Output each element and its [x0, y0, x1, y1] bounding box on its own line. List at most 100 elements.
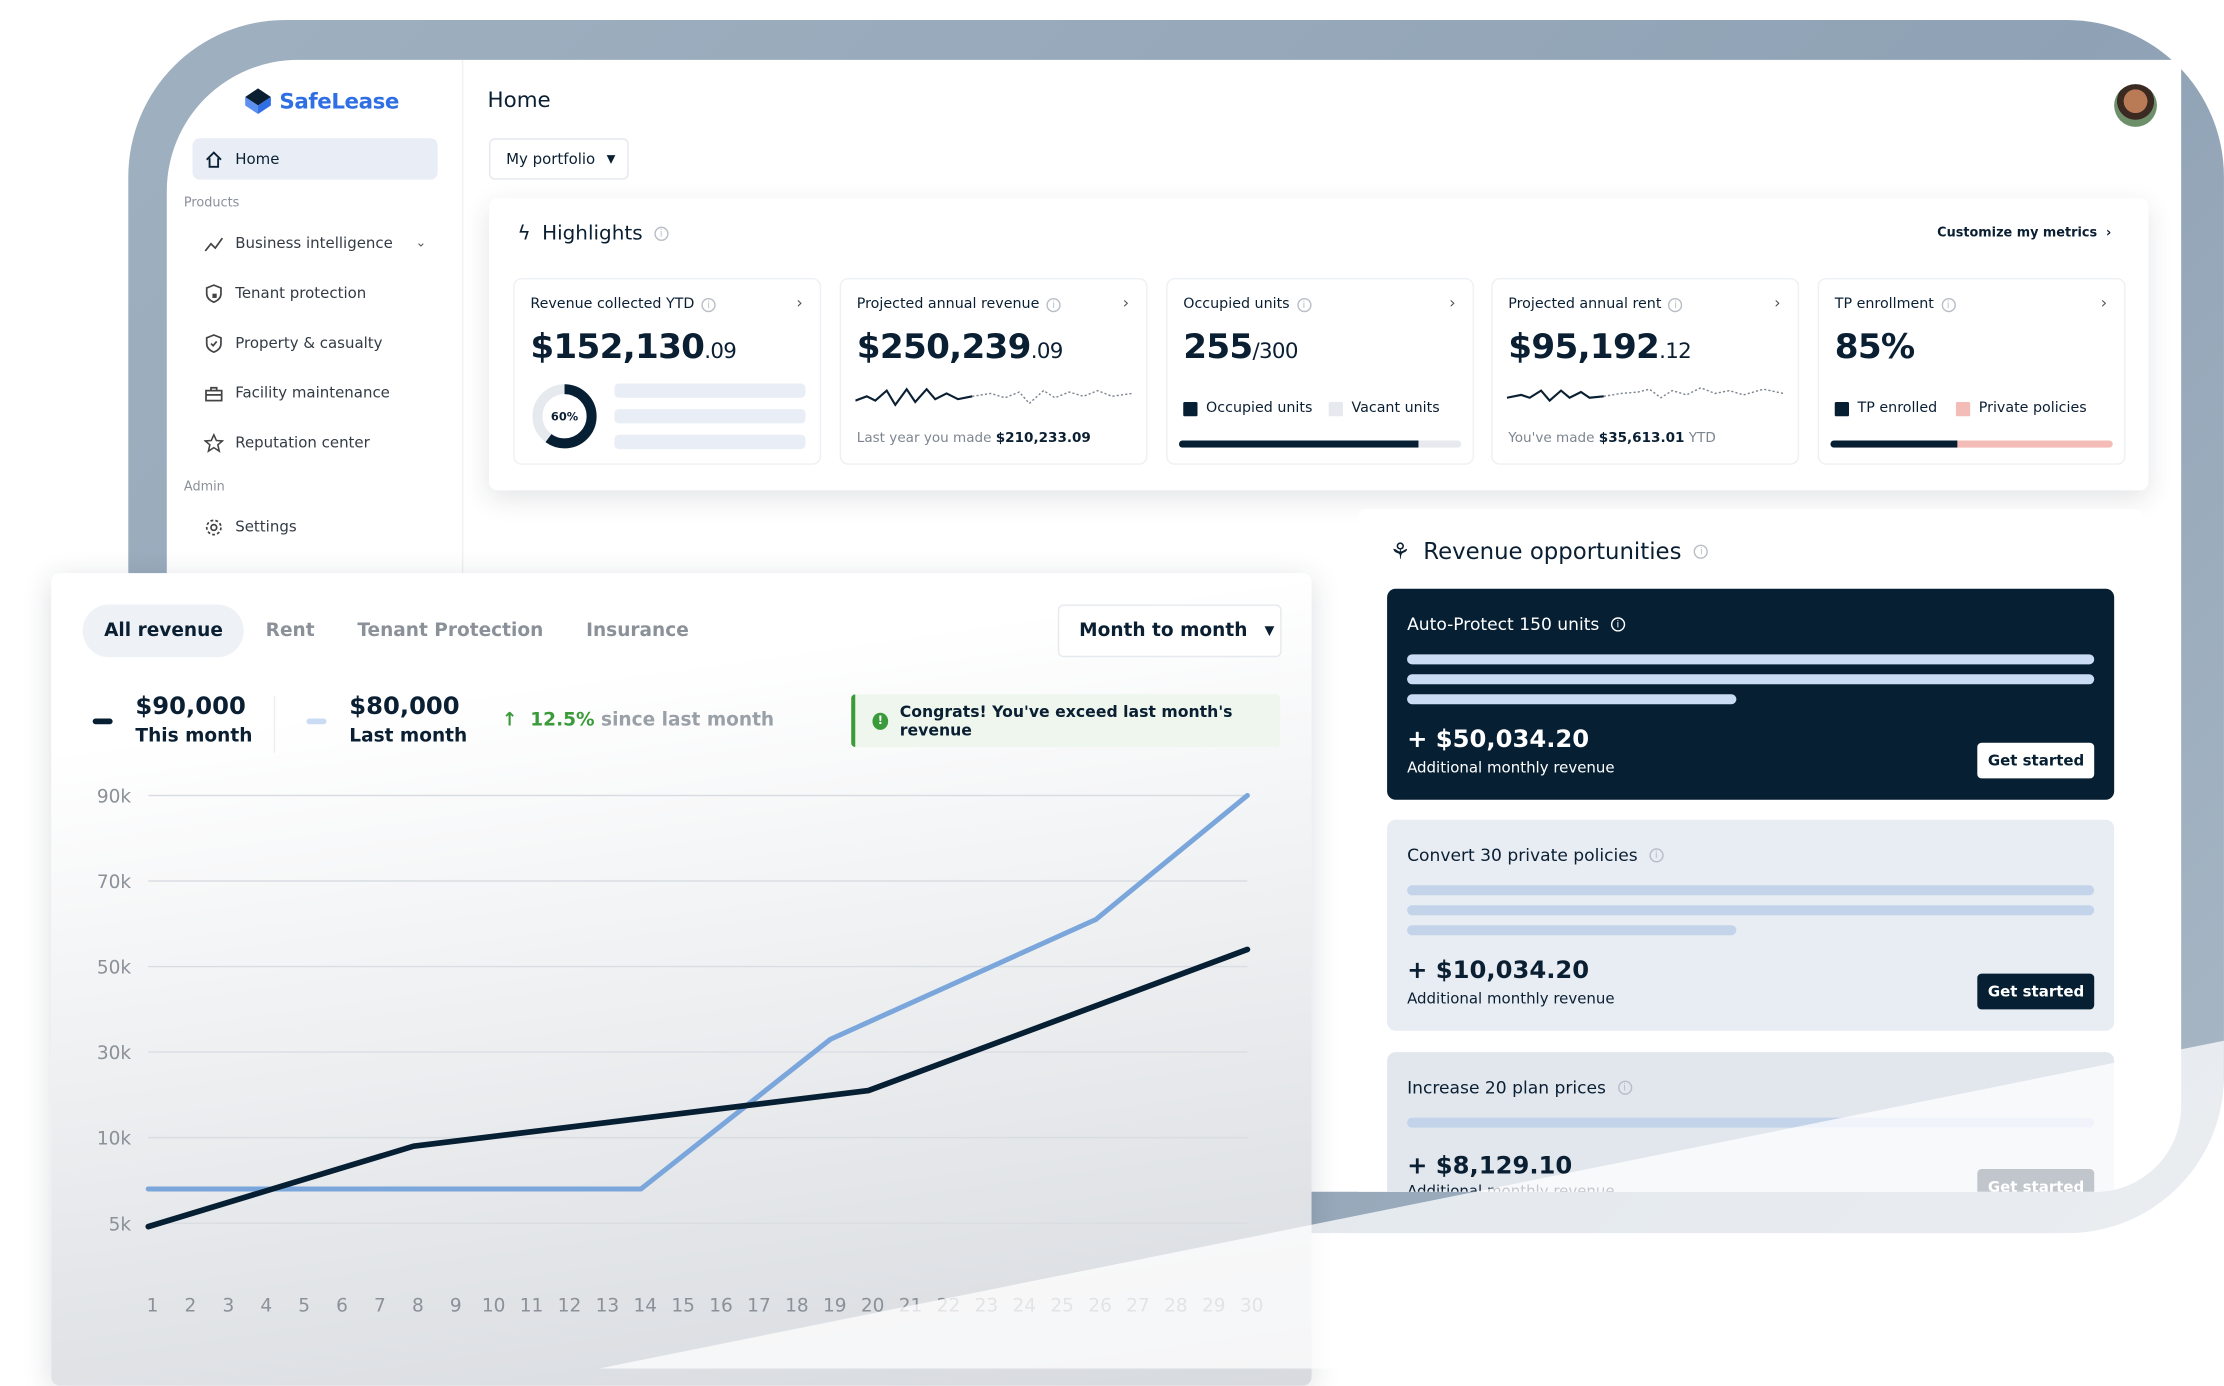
- opportunity-title: Convert 30 private policies: [1407, 845, 1638, 865]
- series-line-this_month: [148, 949, 1247, 1226]
- sparkline: [1507, 385, 1786, 411]
- x-tick-label: 15: [671, 1296, 695, 1317]
- enrollment-progress-bar: [1830, 441, 2112, 448]
- x-tick-label: 19: [823, 1296, 847, 1317]
- portfolio-dropdown[interactable]: My portfolio ▼: [489, 138, 629, 179]
- info-icon[interactable]: i: [1669, 297, 1683, 311]
- chevron-right-icon[interactable]: ›: [796, 294, 802, 313]
- sidebar-item-facility-maintenance[interactable]: Facility maintenance: [192, 372, 437, 413]
- products-section-label: Products: [184, 197, 239, 211]
- x-tick-label: 14: [633, 1296, 657, 1317]
- x-tick-label: 9: [450, 1296, 462, 1317]
- info-icon[interactable]: i: [1694, 544, 1708, 558]
- info-icon[interactable]: i: [654, 227, 668, 241]
- opportunity-amount: + $10,034.20: [1407, 957, 1589, 986]
- opportunity-desc: Additional monthly revenue: [1407, 991, 1615, 1008]
- x-tick-label: 23: [975, 1296, 999, 1317]
- logo[interactable]: SafeLease: [242, 86, 399, 117]
- info-icon[interactable]: i: [1941, 297, 1955, 311]
- info-icon[interactable]: i: [1297, 297, 1311, 311]
- metric-label: Occupied units: [1183, 297, 1289, 313]
- metric-value: $95,192.12: [1508, 326, 1691, 366]
- progress-fill: [1179, 441, 1419, 448]
- avatar[interactable]: [2114, 84, 2157, 127]
- x-tick-label: 5: [298, 1296, 310, 1317]
- chevron-down-icon[interactable]: ⌄: [415, 236, 426, 250]
- info-icon[interactable]: i: [702, 297, 716, 311]
- x-tick-label: 21: [899, 1296, 923, 1317]
- x-tick-label: 24: [1012, 1296, 1036, 1317]
- customize-metrics-link[interactable]: Customize my metrics ›: [1937, 227, 2111, 241]
- get-started-button[interactable]: Get started: [1978, 743, 2094, 779]
- metric-label: TP enrollment: [1835, 297, 1934, 313]
- sidebar-item-property-casualty[interactable]: Property & casualty: [192, 322, 437, 363]
- y-tick-label: 50k: [97, 958, 132, 979]
- metric-value: 85%: [1835, 326, 1915, 366]
- placeholder-bar: [1407, 905, 2094, 915]
- sidebar-item-settings[interactable]: Settings: [192, 506, 437, 547]
- placeholder-bar: [614, 383, 805, 397]
- info-icon[interactable]: i: [1611, 617, 1625, 631]
- chevron-right-icon[interactable]: ›: [2101, 294, 2107, 313]
- opportunity-amount: + $50,034.20: [1407, 726, 1589, 755]
- x-tick-label: 28: [1164, 1296, 1188, 1317]
- highlights-header: ϟ Highlights i: [517, 222, 668, 245]
- info-icon[interactable]: i: [1617, 1081, 1631, 1095]
- opportunity-desc: Additional monthly revenue: [1407, 760, 1615, 777]
- revenue-opportunities-panel: ⚘ Revenue opportunities i Auto-Protect 1…: [1359, 509, 2143, 1192]
- get-started-button[interactable]: Get started: [1978, 974, 2094, 1010]
- sidebar-item-label: Business intelligence: [235, 235, 393, 252]
- legend-item: Occupied units: [1183, 401, 1312, 417]
- chevron-right-icon[interactable]: ›: [1449, 294, 1455, 313]
- sidebar-item-home[interactable]: Home: [192, 138, 437, 179]
- placeholder-bar: [1407, 674, 2094, 684]
- occupancy-progress-bar: [1179, 441, 1461, 448]
- x-tick-label: 10: [482, 1296, 506, 1317]
- progress-fill: [1830, 441, 1957, 448]
- sidebar-item-business-intelligence[interactable]: Business intelligence ⌄: [192, 222, 437, 263]
- donut-chart: 60%: [530, 382, 598, 450]
- x-tick-label: 18: [785, 1296, 809, 1317]
- y-tick-label: 70k: [97, 872, 132, 893]
- lightning-icon: ϟ: [517, 222, 530, 245]
- x-tick-label: 7: [374, 1296, 386, 1317]
- metric-label: Projected annual rent: [1508, 297, 1661, 313]
- sidebar-item-reputation-center[interactable]: Reputation center: [192, 422, 437, 463]
- y-tick-label: 10k: [97, 1129, 132, 1150]
- series-line-last_month: [148, 795, 1247, 1188]
- x-tick-label: 26: [1088, 1296, 1112, 1317]
- sparkline: [855, 385, 1134, 411]
- metric-label: Projected annual revenue: [857, 297, 1040, 313]
- y-tick-label: 90k: [97, 787, 132, 808]
- get-started-button[interactable]: Get started: [1978, 1169, 2094, 1192]
- metric-value: $152,130.09: [530, 326, 736, 366]
- chevron-right-icon[interactable]: ›: [1123, 294, 1129, 313]
- info-icon[interactable]: i: [1046, 297, 1060, 311]
- home-icon: [204, 149, 224, 169]
- placeholder-bar: [614, 435, 805, 449]
- page-title: Home: [488, 87, 551, 113]
- x-tick-label: 2: [185, 1296, 197, 1317]
- info-icon[interactable]: i: [1649, 848, 1663, 862]
- chevron-right-icon[interactable]: ›: [1774, 294, 1780, 313]
- highlights-card: ϟ Highlights i Customize my metrics › Re…: [489, 198, 2148, 490]
- opportunity-title: Auto-Protect 150 units: [1407, 614, 1599, 634]
- metric-subtext: Last year you made $210,233.09: [857, 431, 1091, 447]
- placeholder-bar: [1407, 885, 2094, 895]
- revenue-chart-panel: All revenue Rent Tenant Protection Insur…: [51, 573, 1311, 1386]
- placeholder-bar: [1407, 925, 1736, 935]
- admin-section-label: Admin: [184, 480, 225, 494]
- legend-item: Private policies: [1956, 401, 2087, 417]
- legend-item: Vacant units: [1329, 401, 1440, 417]
- sidebar-item-tenant-protection[interactable]: Tenant protection: [192, 272, 437, 313]
- toolbox-icon: [204, 383, 224, 403]
- highlights-title: Highlights: [542, 222, 643, 245]
- x-tick-label: 12: [558, 1296, 582, 1317]
